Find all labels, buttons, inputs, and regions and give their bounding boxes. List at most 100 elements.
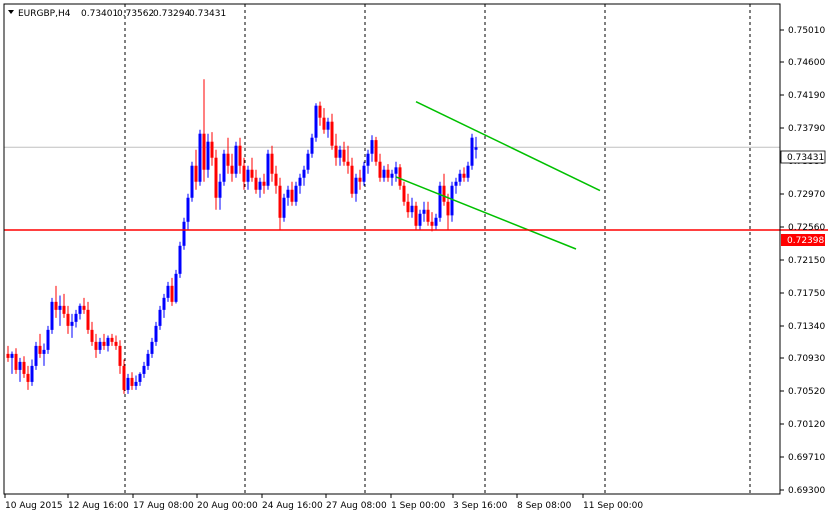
candle-body xyxy=(426,209,430,222)
x-tick-label: 17 Aug 08:00 xyxy=(133,501,194,511)
candle xyxy=(242,157,246,190)
candle xyxy=(162,293,166,318)
candle-body xyxy=(22,361,26,374)
candle xyxy=(366,149,370,174)
low-value: 0.73294 xyxy=(153,9,190,19)
candle xyxy=(470,133,474,170)
candle-body xyxy=(190,165,194,198)
channel-line-1[interactable] xyxy=(395,176,577,250)
candle-body xyxy=(98,341,102,350)
candle-body xyxy=(442,185,446,202)
candle xyxy=(282,193,286,222)
candle-body xyxy=(254,177,258,190)
candle-body xyxy=(342,149,346,162)
candle xyxy=(458,169,462,186)
candle xyxy=(94,333,98,358)
high-value: 0.73562 xyxy=(117,9,154,19)
candle xyxy=(290,181,294,206)
time-axis[interactable]: 10 Aug 2015 12 Aug 16:00 17 Aug 08:00 20 Au… xyxy=(4,494,643,511)
candle xyxy=(146,349,150,370)
candle xyxy=(122,359,126,394)
candle-body xyxy=(358,177,362,182)
candle xyxy=(18,357,22,382)
channel-line-0[interactable] xyxy=(415,101,601,192)
candle xyxy=(322,108,326,134)
candle xyxy=(286,185,290,206)
candle xyxy=(198,129,202,186)
candle xyxy=(302,165,306,186)
candle xyxy=(394,161,398,182)
candle-body xyxy=(114,341,118,346)
y-tick-label: 0.70930 xyxy=(788,354,825,364)
candle-body xyxy=(182,221,186,246)
candle-body xyxy=(46,329,50,350)
candle xyxy=(330,113,334,150)
candle-body xyxy=(246,169,250,182)
candle-body xyxy=(150,341,154,354)
candle xyxy=(158,305,162,330)
candle xyxy=(214,149,218,210)
candle-body xyxy=(26,373,30,382)
candle xyxy=(278,177,282,230)
candle-body xyxy=(378,161,382,178)
candle-body xyxy=(282,197,286,218)
candle xyxy=(222,149,226,186)
candle xyxy=(66,305,70,334)
candle xyxy=(182,217,186,250)
y-tick-label: 0.69710 xyxy=(788,453,825,463)
candle-body xyxy=(438,185,442,218)
support-price-label: 0.72398 xyxy=(787,236,824,246)
candle xyxy=(446,193,450,230)
candle xyxy=(358,169,362,190)
candle-body xyxy=(170,285,174,302)
candle xyxy=(166,281,170,302)
candle-body xyxy=(206,141,210,170)
candle-body xyxy=(66,313,70,326)
candle xyxy=(274,165,278,194)
candle-body xyxy=(218,181,222,198)
candle xyxy=(234,141,238,178)
candle-body xyxy=(386,169,390,178)
candle xyxy=(382,165,386,182)
candle xyxy=(262,173,266,194)
y-tick-label: 0.73790 xyxy=(788,124,825,134)
candle xyxy=(210,132,214,166)
candle-body xyxy=(422,209,426,214)
candle-body xyxy=(10,353,14,358)
candle-body xyxy=(298,177,302,186)
price-axis[interactable]: 0.750100.746000.741900.737900.733800.729… xyxy=(780,26,825,496)
channel-lines[interactable] xyxy=(395,101,601,250)
candle xyxy=(406,193,410,218)
candle-body xyxy=(470,137,474,166)
close-value: 0.73431 xyxy=(189,9,226,19)
candle-body xyxy=(62,305,66,314)
candle xyxy=(226,137,230,174)
candle xyxy=(338,145,342,166)
candle xyxy=(294,181,298,206)
candle xyxy=(298,173,302,194)
y-tick-label: 0.70520 xyxy=(788,387,825,397)
candle xyxy=(442,173,446,206)
candle xyxy=(134,375,138,390)
candle xyxy=(466,161,470,182)
candle-body xyxy=(314,105,318,138)
y-tick-label: 0.72150 xyxy=(788,256,825,266)
candle xyxy=(346,145,350,174)
candle xyxy=(354,173,358,202)
candle xyxy=(350,157,354,198)
candle-body xyxy=(262,181,266,186)
candle-body xyxy=(238,145,242,166)
candle-body xyxy=(122,365,126,390)
candle xyxy=(246,165,250,190)
candle-body xyxy=(330,121,334,146)
y-tick-label: 0.75010 xyxy=(788,26,825,36)
y-tick-label: 0.72560 xyxy=(788,223,825,233)
candle xyxy=(74,309,78,328)
candle xyxy=(434,213,438,230)
candle xyxy=(58,295,62,326)
dropdown-triangle-icon[interactable] xyxy=(8,10,14,14)
candle xyxy=(254,169,258,194)
candle-body xyxy=(214,157,218,198)
candle xyxy=(410,197,414,218)
